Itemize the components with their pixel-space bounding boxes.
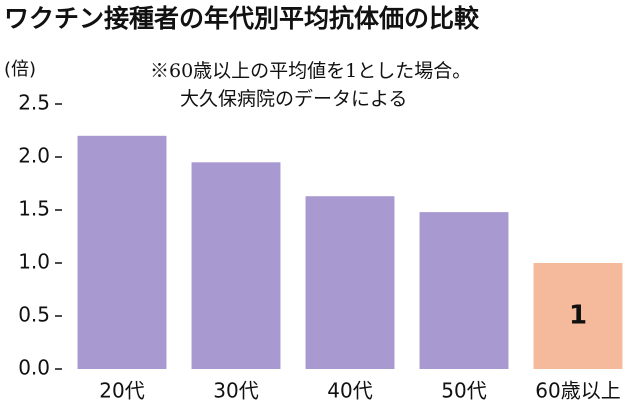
annotation: ※60歳以上の平均値を1とした場合。 [150,60,471,82]
x-tick-label: 40代 [327,379,372,403]
bar [191,162,281,369]
bar [77,135,167,369]
x-tick-label: 50代 [441,379,486,403]
y-tick-label: 0.5 [18,303,50,327]
y-tick-label: 1.0 [18,250,50,274]
y-tick-label: 2.0 [18,144,50,168]
annotation: 大久保病院のデータによる [180,88,407,110]
bar [305,196,395,369]
bar [533,263,623,369]
bar [419,212,509,369]
x-tick-label: 60歳以上 [535,379,620,403]
data-label: 1 [569,301,587,331]
y-tick-label: 1.5 [18,197,50,221]
x-tick-label: 20代 [99,379,144,403]
y-tick-label: 0.0 [18,356,50,380]
chart-title: ワクチン接種者の年代別平均抗体価の比較 [4,4,480,33]
x-tick-label: 30代 [213,379,258,403]
y-tick-label: 2.5 [18,91,50,115]
y-axis-label: (倍) [4,59,36,80]
